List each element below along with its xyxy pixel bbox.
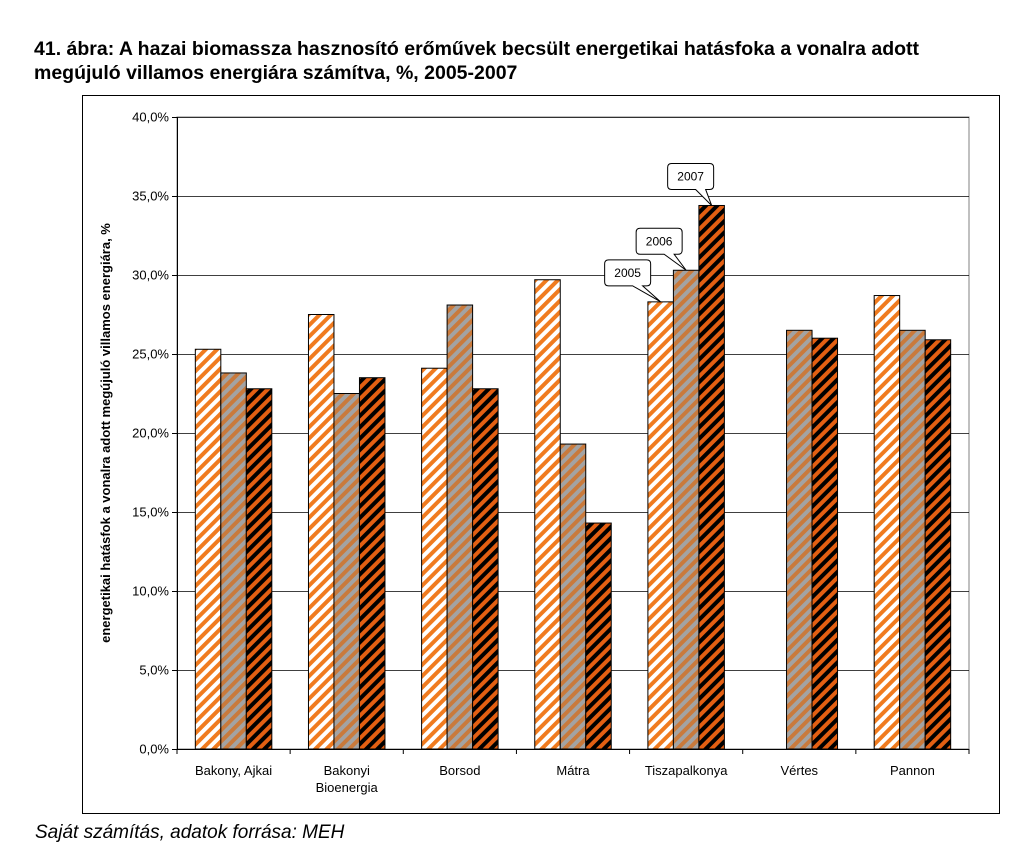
bar-2007-5 <box>811 337 839 750</box>
bar-2005-0 <box>194 348 222 750</box>
bar-2005-2 <box>421 367 448 750</box>
bar-2006-3 <box>559 443 587 750</box>
bar-2005-4 <box>647 301 674 750</box>
bar-2006-0 <box>220 372 247 750</box>
callout-2006: 2006 <box>635 227 687 271</box>
source-note: Saját számítás, adatok forrása: MEH <box>35 822 345 843</box>
x-tick-label: Tiszapalkonya <box>645 763 728 778</box>
callout-label: 2007 <box>677 169 704 183</box>
bar-2007-0 <box>245 388 273 750</box>
y-tick-label: 40,0% <box>132 110 169 125</box>
y-axis-label: energetikai hatásfok a vonalra adott meg… <box>98 223 113 643</box>
y-tick-label: 30,0% <box>132 268 169 283</box>
bar-2006-1 <box>333 393 360 750</box>
bar-chart: 0,0% 5,0% 10,0% 15,0% 20,0% 25,0% 30,0% 35,0% 40… <box>98 110 970 795</box>
x-tick-label: Pannon <box>890 763 935 778</box>
bar-2005-3 <box>534 279 561 750</box>
x-tick-label: Borsod <box>439 763 480 778</box>
x-tick-labels: Bakony, Ajkai Bakonyi Bioenergia Borsod Mátr… <box>176 749 970 795</box>
x-tick-label: Mátra <box>556 763 590 778</box>
y-tick-label: 20,0% <box>132 426 169 441</box>
callout-label: 2006 <box>646 234 673 248</box>
x-tick-label: Bakonyi Bioenergia <box>316 763 379 795</box>
callout-2005: 2005 <box>604 259 661 303</box>
callout-2007: 2007 <box>667 162 715 206</box>
bar-2007-4 <box>698 204 725 750</box>
bar-2005-6 <box>873 295 901 750</box>
y-tick-label: 25,0% <box>132 347 169 362</box>
bar-2006-2 <box>446 304 474 750</box>
bar-2006-5 <box>786 329 813 750</box>
y-tick-label: 5,0% <box>139 663 169 678</box>
callouts: 2005 2006 2007 <box>604 162 715 303</box>
y-tick-label: 10,0% <box>132 584 169 599</box>
bar-2005-1 <box>307 314 335 750</box>
axes <box>177 117 969 750</box>
x-tick-label: Vértes <box>780 763 818 778</box>
y-tick-label: 35,0% <box>132 189 169 204</box>
chart-frame: 0,0% 5,0% 10,0% 15,0% 20,0% 25,0% 30,0% 35,0% 40… <box>82 95 1000 814</box>
bar-2006-6 <box>899 329 926 750</box>
y-tick-labels: 0,0% 5,0% 10,0% 15,0% 20,0% 25,0% 30,0% 35,0% 40… <box>132 110 177 757</box>
bar-2007-6 <box>924 339 952 750</box>
y-tick-label: 0,0% <box>139 742 169 757</box>
bar-2007-2 <box>472 388 499 750</box>
x-tick-label: Bakony, Ajkai <box>195 763 272 778</box>
figure-title: 41. ábra: A hazai biomassza hasznosító e… <box>34 38 920 84</box>
y-tick-label: 15,0% <box>132 505 169 520</box>
bar-2006-4 <box>672 269 700 750</box>
bar-2007-3 <box>585 522 612 750</box>
callout-label: 2005 <box>614 266 641 280</box>
bar-2007-1 <box>358 377 386 750</box>
bars <box>194 204 952 750</box>
